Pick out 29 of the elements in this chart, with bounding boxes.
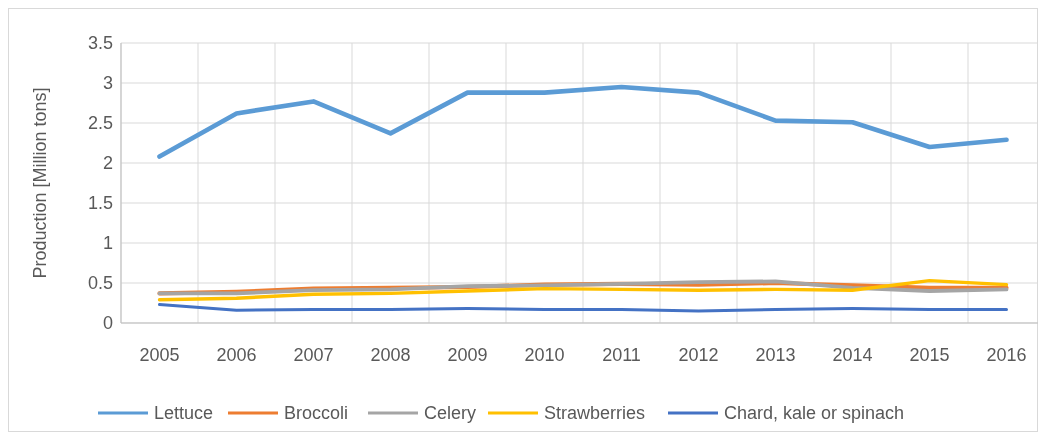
legend-label: Celery: [424, 403, 477, 424]
line-series: [157, 278, 1009, 302]
x-tick-label: 2013: [755, 345, 796, 365]
line-series: [158, 303, 1008, 313]
x-tick-label: 2016: [986, 345, 1027, 365]
y-tick-label: 0.5: [87, 273, 113, 294]
y-tick-label: 3: [102, 73, 113, 94]
legend-label: Lettuce: [154, 403, 214, 424]
legend-label: Broccoli: [284, 403, 349, 424]
legend-label: Chard, kale or spinach: [724, 403, 905, 424]
x-tick-label: 2014: [832, 345, 873, 365]
y-axis-title: Production [Million tons]: [30, 87, 50, 279]
y-tick-label: 0: [102, 313, 113, 334]
x-tick-label: 2007: [293, 345, 334, 365]
x-tick-label: 2011: [602, 345, 641, 365]
x-tick-label: 2008: [370, 345, 411, 365]
y-tick-label: 1.5: [87, 193, 113, 214]
x-tick-label: 2012: [678, 345, 719, 365]
y-tick-label: 3.5: [87, 33, 113, 54]
legend-label: Strawberries: [544, 403, 646, 424]
y-tick-label: 2.5: [87, 113, 113, 134]
x-tick-label: 2005: [139, 345, 180, 365]
x-tick-label: 2015: [909, 345, 950, 365]
x-tick-label: 2009: [447, 345, 488, 365]
y-tick-label: 1: [102, 233, 113, 254]
x-tick-label: 2010: [524, 345, 565, 365]
line-series: [157, 84, 1009, 159]
y-tick-label: 2: [102, 153, 113, 174]
x-tick-label: 2006: [216, 345, 257, 365]
